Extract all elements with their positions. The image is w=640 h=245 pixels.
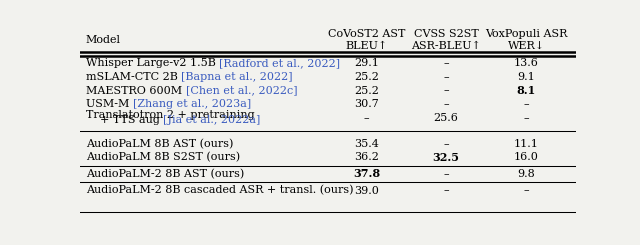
Text: [Zhang et al., 2023a]: [Zhang et al., 2023a]	[133, 99, 251, 109]
Text: 25.6: 25.6	[434, 113, 458, 123]
Text: AudioPaLM-2 8B AST (ours): AudioPaLM-2 8B AST (ours)	[86, 169, 244, 179]
Text: 37.8: 37.8	[353, 168, 380, 179]
Text: 25.2: 25.2	[355, 72, 379, 82]
Text: MAESTRO 600M: MAESTRO 600M	[86, 86, 186, 96]
Text: 32.5: 32.5	[433, 152, 460, 163]
Text: [Jia et al., 2022a]: [Jia et al., 2022a]	[163, 115, 260, 125]
Text: –: –	[524, 99, 529, 109]
Text: 25.2: 25.2	[355, 86, 379, 96]
Text: 39.0: 39.0	[355, 185, 379, 196]
Text: –: –	[444, 72, 449, 82]
Text: –: –	[444, 86, 449, 96]
Text: [Chen et al., 2022c]: [Chen et al., 2022c]	[186, 86, 297, 96]
Text: 36.2: 36.2	[355, 152, 379, 162]
Text: CoVoST2 AST
BLEU↑: CoVoST2 AST BLEU↑	[328, 29, 405, 50]
Text: –: –	[524, 113, 529, 123]
Text: 29.1: 29.1	[355, 58, 379, 68]
Text: AudioPaLM 8B S2ST (ours): AudioPaLM 8B S2ST (ours)	[86, 152, 240, 162]
Text: 9.8: 9.8	[518, 169, 535, 179]
Text: 9.1: 9.1	[518, 72, 535, 82]
Text: 16.0: 16.0	[514, 152, 539, 162]
Text: AudioPaLM 8B AST (ours): AudioPaLM 8B AST (ours)	[86, 139, 234, 149]
Text: Model: Model	[86, 35, 121, 45]
Text: [Radford et al., 2022]: [Radford et al., 2022]	[220, 58, 340, 68]
Text: [Bapna et al., 2022]: [Bapna et al., 2022]	[181, 72, 293, 82]
Text: –: –	[444, 185, 449, 196]
Text: VoxPopuli ASR
WER↓: VoxPopuli ASR WER↓	[485, 29, 568, 50]
Text: 11.1: 11.1	[514, 139, 539, 149]
Text: –: –	[364, 113, 369, 123]
Text: AudioPaLM-2 8B cascaded ASR + transl. (ours): AudioPaLM-2 8B cascaded ASR + transl. (o…	[86, 185, 353, 196]
Text: USM-M: USM-M	[86, 99, 133, 109]
Text: Whisper Large-v2 1.5B: Whisper Large-v2 1.5B	[86, 58, 220, 68]
Text: –: –	[444, 99, 449, 109]
Text: –: –	[444, 139, 449, 149]
Text: 35.4: 35.4	[355, 139, 379, 149]
Text: –: –	[444, 58, 449, 68]
Text: 13.6: 13.6	[514, 58, 539, 68]
Text: Translatotron 2 + pretraining: Translatotron 2 + pretraining	[86, 110, 255, 120]
Text: 8.1: 8.1	[516, 85, 536, 96]
Text: + TTS aug: + TTS aug	[86, 115, 163, 125]
Text: mSLAM-CTC 2B: mSLAM-CTC 2B	[86, 72, 181, 82]
Text: 30.7: 30.7	[355, 99, 379, 109]
Text: CVSS S2ST
ASR-BLEU↑: CVSS S2ST ASR-BLEU↑	[411, 29, 481, 50]
Text: –: –	[524, 185, 529, 196]
Text: –: –	[444, 169, 449, 179]
